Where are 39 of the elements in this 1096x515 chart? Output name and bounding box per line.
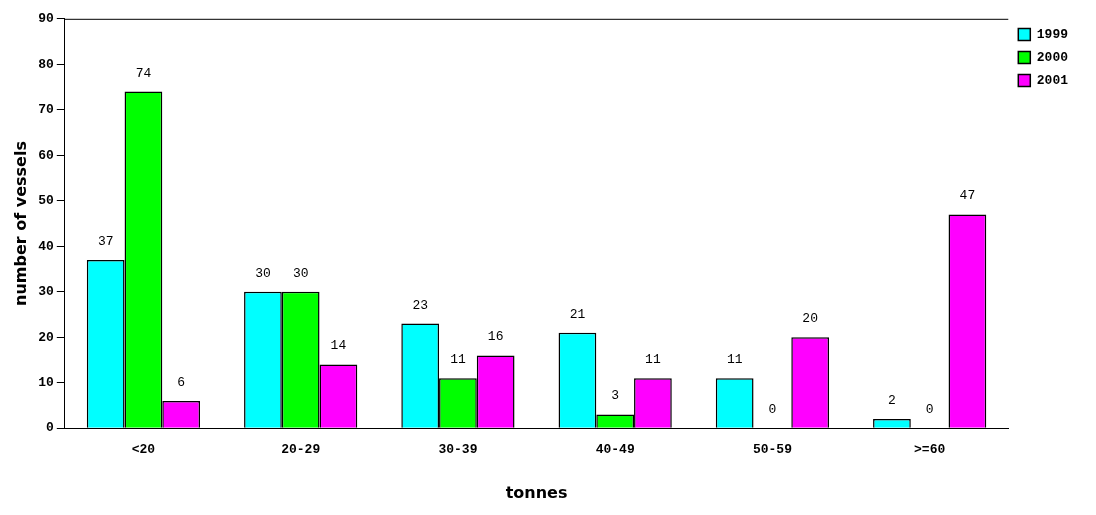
y-tick-label: 10 — [38, 374, 54, 390]
x-tick-label: >=60 — [914, 442, 946, 458]
data-label: 30 — [255, 265, 271, 281]
y-tick-label: 70 — [38, 102, 54, 118]
data-label: 11 — [726, 352, 743, 368]
data-label: 37 — [97, 233, 114, 249]
y-tick-label: 30 — [38, 284, 54, 300]
x-tick-label: <20 — [131, 442, 156, 458]
y-tick-label: 80 — [38, 56, 54, 72]
data-label: 16 — [487, 329, 504, 345]
data-label: 23 — [412, 297, 428, 313]
x-tick-label: 30-39 — [438, 442, 478, 458]
data-label: 21 — [569, 306, 586, 322]
data-label: 6 — [177, 374, 186, 390]
data-label: 74 — [135, 65, 152, 81]
y-tick-label: 90 — [38, 11, 54, 27]
legend-label: 1999 — [1036, 26, 1069, 42]
y-tick-label: 50 — [38, 193, 54, 209]
data-label: 20 — [802, 311, 818, 327]
data-label: 30 — [292, 265, 309, 281]
y-axis-title: number of vessels — [10, 141, 30, 306]
y-tick-label: 40 — [38, 238, 54, 254]
data-label: 0 — [925, 402, 934, 418]
x-tick-label: 40-49 — [595, 442, 635, 458]
data-label: 11 — [450, 352, 466, 368]
legend-label: 2001 — [1036, 72, 1069, 88]
data-label: 11 — [645, 352, 661, 368]
data-label: 14 — [330, 338, 347, 354]
x-tick-label: 20-29 — [281, 442, 321, 458]
data-label: 3 — [611, 388, 620, 404]
data-label: 0 — [768, 402, 777, 418]
y-tick-label: 0 — [45, 420, 54, 436]
x-tick-label: 50-59 — [752, 442, 793, 458]
y-tick-label: 20 — [38, 329, 54, 345]
legend-label: 2000 — [1036, 49, 1069, 65]
x-axis-title: tonnes — [505, 482, 568, 502]
y-tick-label: 60 — [38, 147, 54, 163]
data-label: 2 — [888, 393, 896, 409]
data-label: 47 — [959, 188, 976, 204]
